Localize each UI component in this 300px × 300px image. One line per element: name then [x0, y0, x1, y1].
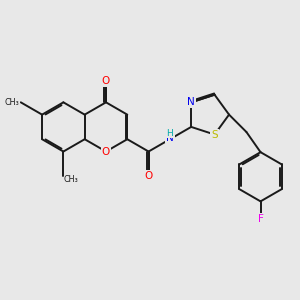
- Text: CH₃: CH₃: [64, 175, 79, 184]
- Text: O: O: [102, 146, 110, 157]
- Text: H: H: [167, 129, 173, 138]
- Text: O: O: [145, 171, 153, 181]
- Text: N: N: [187, 97, 195, 107]
- Text: O: O: [102, 76, 110, 86]
- Text: S: S: [211, 130, 218, 140]
- Text: N: N: [166, 133, 174, 142]
- Text: CH₃: CH₃: [4, 98, 20, 107]
- Text: F: F: [258, 214, 263, 224]
